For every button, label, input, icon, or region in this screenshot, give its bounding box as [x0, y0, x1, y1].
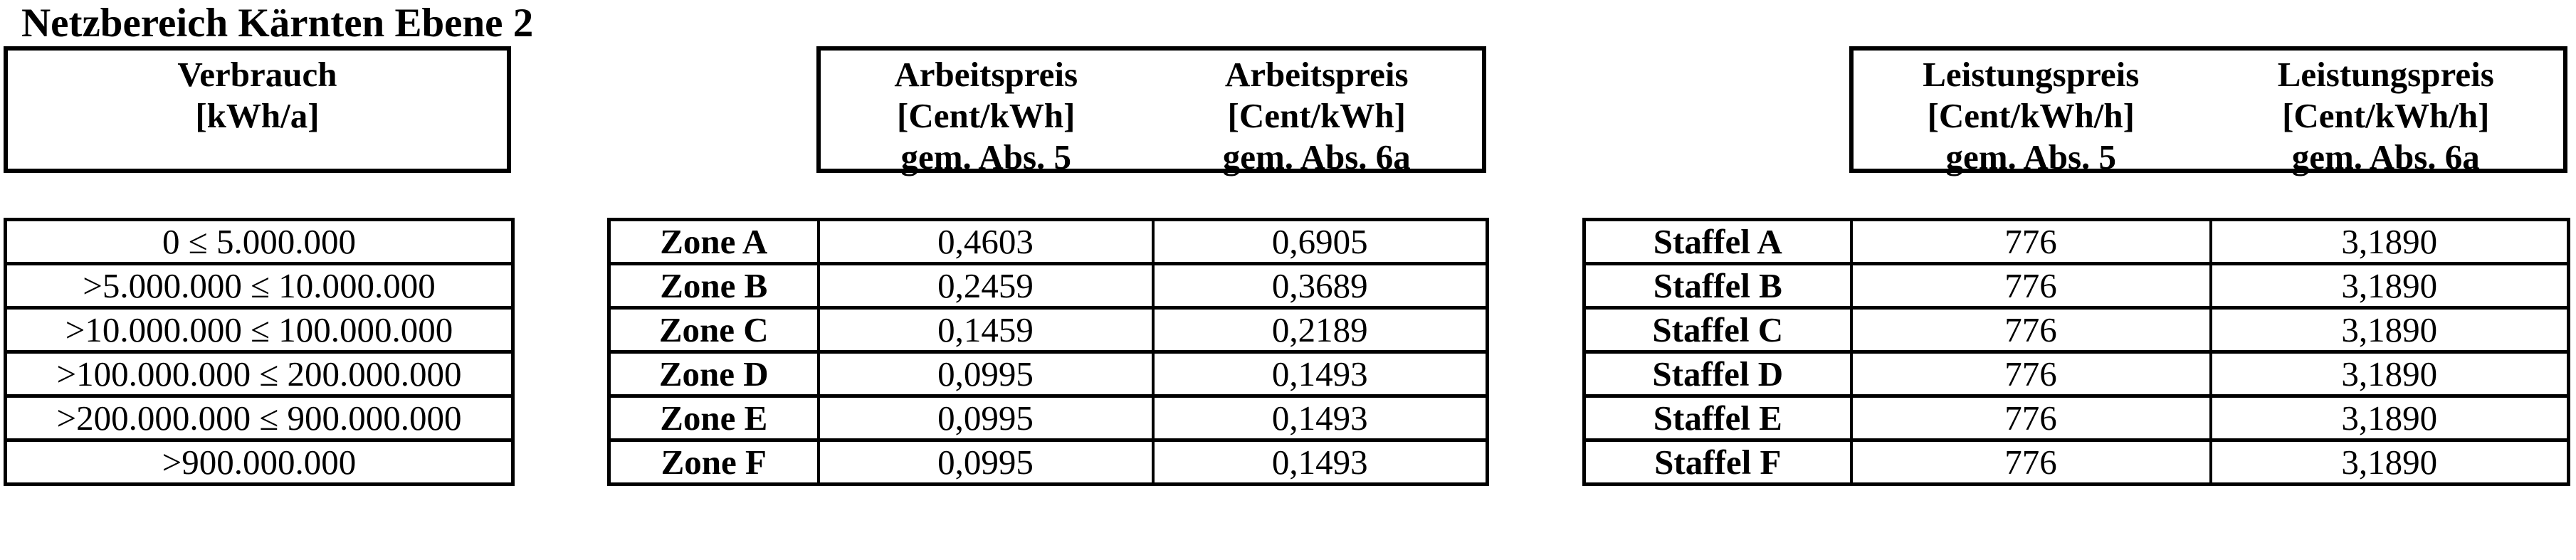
- verbrauch-header: Verbrauch [kWh/a]: [8, 51, 507, 169]
- table-row: Staffel E 776 3,1890: [1582, 394, 2570, 442]
- staffel-label-cell: Staffel A: [1582, 218, 1853, 265]
- abs6a-value-cell: 3,1890: [2209, 350, 2570, 398]
- consumption-range-cell: >10.000.000 ≤ 100.000.000: [4, 306, 515, 354]
- abs6a-value-cell: 3,1890: [2209, 394, 2570, 442]
- table-row: >900.000.000: [4, 438, 515, 486]
- abs5-value-cell: 776: [1849, 394, 2212, 442]
- header-line: [Cent/kWh/h]: [1927, 96, 2135, 135]
- abs5-value-cell: 0,0995: [816, 394, 1155, 442]
- table-row: >200.000.000 ≤ 900.000.000: [4, 394, 515, 442]
- leistungspreis-abs6a-header: Leistungspreis [Cent/kWh/h] gem. Abs. 6a: [2209, 51, 2564, 176]
- staffel-label-cell: Staffel F: [1582, 438, 1853, 486]
- header-line: [kWh/a]: [195, 96, 320, 135]
- zone-label-cell: Zone D: [607, 350, 820, 398]
- abs5-value-cell: 776: [1849, 218, 2212, 265]
- page-title: Netzbereich Kärnten Ebene 2: [21, 1, 534, 46]
- abs6a-value-cell: 0,1493: [1151, 350, 1489, 398]
- staffel-label-cell: Staffel D: [1582, 350, 1853, 398]
- leistungspreis-header-box: Leistungspreis [Cent/kWh/h] gem. Abs. 5 …: [1849, 46, 2567, 176]
- table-row: Zone F 0,0995 0,1493: [607, 438, 1489, 486]
- consumption-table: 0 ≤ 5.000.000 >5.000.000 ≤ 10.000.000 >1…: [4, 218, 515, 486]
- table-row: Staffel B 776 3,1890: [1582, 262, 2570, 310]
- abs6a-value-cell: 0,2189: [1151, 306, 1489, 354]
- header-line: [Cent/kWh/h]: [2282, 96, 2490, 135]
- abs5-value-cell: 0,0995: [816, 350, 1155, 398]
- verbrauch-header-box: Verbrauch [kWh/a]: [4, 46, 511, 173]
- header-line: Leistungspreis: [1923, 55, 2140, 94]
- arbeitspreis-header-box: Arbeitspreis [Cent/kWh] gem. Abs. 5 Arbe…: [816, 46, 1486, 176]
- table-row: Zone D 0,0995 0,1493: [607, 350, 1489, 398]
- leistungspreis-table: Staffel A 776 3,1890 Staffel B 776 3,189…: [1582, 218, 2570, 486]
- abs6a-value-cell: 3,1890: [2209, 218, 2570, 265]
- abs5-value-cell: 0,1459: [816, 306, 1155, 354]
- table-row: Staffel C 776 3,1890: [1582, 306, 2570, 354]
- table-row: >10.000.000 ≤ 100.000.000: [4, 306, 515, 354]
- leistungspreis-abs5-header: Leistungspreis [Cent/kWh/h] gem. Abs. 5: [1854, 51, 2209, 176]
- abs6a-value-cell: 3,1890: [2209, 438, 2570, 486]
- table-row: 0 ≤ 5.000.000: [4, 218, 515, 265]
- consumption-range-cell: >5.000.000 ≤ 10.000.000: [4, 262, 515, 310]
- abs6a-value-cell: 0,1493: [1151, 438, 1489, 486]
- zone-label-cell: Zone F: [607, 438, 820, 486]
- header-line: [Cent/kWh]: [897, 96, 1076, 135]
- table-row: Zone A 0,4603 0,6905: [607, 218, 1489, 265]
- abs6a-value-cell: 0,6905: [1151, 218, 1489, 265]
- table-row: Zone E 0,0995 0,1493: [607, 394, 1489, 442]
- header-line: [Cent/kWh]: [1227, 96, 1406, 135]
- zone-label-cell: Zone B: [607, 262, 820, 310]
- staffel-label-cell: Staffel B: [1582, 262, 1853, 310]
- arbeitspreis-abs5-header: Arbeitspreis [Cent/kWh] gem. Abs. 5: [821, 51, 1152, 176]
- consumption-range-cell: >900.000.000: [4, 438, 515, 486]
- table-row: Zone B 0,2459 0,3689: [607, 262, 1489, 310]
- table-row: Staffel A 776 3,1890: [1582, 218, 2570, 265]
- abs5-value-cell: 776: [1849, 262, 2212, 310]
- abs6a-value-cell: 3,1890: [2209, 262, 2570, 310]
- abs6a-value-cell: 0,1493: [1151, 394, 1489, 442]
- abs5-value-cell: 0,0995: [816, 438, 1155, 486]
- header-line: Arbeitspreis: [894, 55, 1078, 94]
- header-line: Arbeitspreis: [1224, 55, 1409, 94]
- abs5-value-cell: 776: [1849, 350, 2212, 398]
- header-line: gem. Abs. 6a: [2291, 137, 2480, 176]
- abs5-value-cell: 776: [1849, 306, 2212, 354]
- table-row: Staffel F 776 3,1890: [1582, 438, 2570, 486]
- zone-label-cell: Zone A: [607, 218, 820, 265]
- arbeitspreis-table: Zone A 0,4603 0,6905 Zone B 0,2459 0,368…: [607, 218, 1489, 486]
- consumption-range-cell: >200.000.000 ≤ 900.000.000: [4, 394, 515, 442]
- table-row: Zone C 0,1459 0,2189: [607, 306, 1489, 354]
- consumption-range-cell: >100.000.000 ≤ 200.000.000: [4, 350, 515, 398]
- abs5-value-cell: 0,4603: [816, 218, 1155, 265]
- header-line: gem. Abs. 5: [1945, 137, 2117, 176]
- header-line: Leistungspreis: [2277, 55, 2494, 94]
- table-row: Staffel D 776 3,1890: [1582, 350, 2570, 398]
- zone-label-cell: Zone C: [607, 306, 820, 354]
- staffel-label-cell: Staffel C: [1582, 306, 1853, 354]
- header-line: gem. Abs. 6a: [1222, 137, 1411, 176]
- abs5-value-cell: 776: [1849, 438, 2212, 486]
- zone-label-cell: Zone E: [607, 394, 820, 442]
- arbeitspreis-abs6a-header: Arbeitspreis [Cent/kWh] gem. Abs. 6a: [1152, 51, 1483, 176]
- table-row: >100.000.000 ≤ 200.000.000: [4, 350, 515, 398]
- table-row: >5.000.000 ≤ 10.000.000: [4, 262, 515, 310]
- staffel-label-cell: Staffel E: [1582, 394, 1853, 442]
- consumption-range-cell: 0 ≤ 5.000.000: [4, 218, 515, 265]
- header-line: Verbrauch: [177, 55, 337, 94]
- abs6a-value-cell: 3,1890: [2209, 306, 2570, 354]
- abs5-value-cell: 0,2459: [816, 262, 1155, 310]
- header-line: gem. Abs. 5: [900, 137, 1072, 176]
- abs6a-value-cell: 0,3689: [1151, 262, 1489, 310]
